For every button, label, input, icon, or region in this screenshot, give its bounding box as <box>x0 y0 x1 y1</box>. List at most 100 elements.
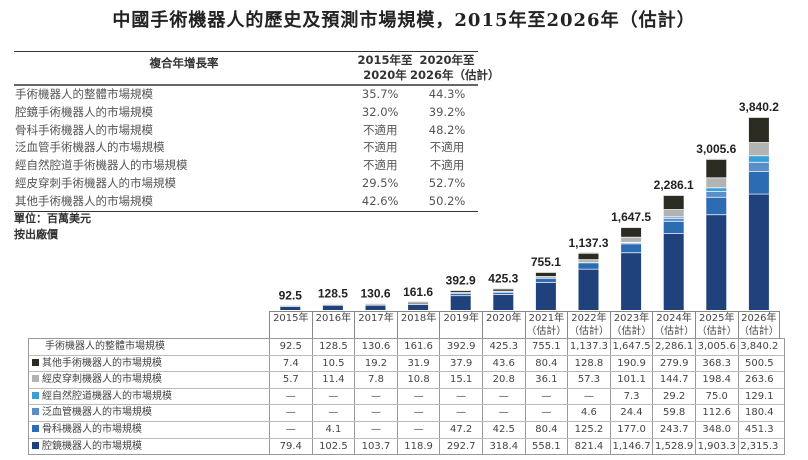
bar-segment <box>280 306 301 310</box>
table-cell: 128.5 <box>311 339 355 355</box>
segment-separator <box>493 288 514 290</box>
segment-separator <box>322 303 343 305</box>
estimate-label: （估計） <box>654 325 695 337</box>
bar-segment <box>408 301 429 304</box>
segment-separator <box>578 252 599 254</box>
segment-separator <box>578 259 599 261</box>
segment-separator <box>748 170 769 172</box>
table-cell: 24.4 <box>609 405 653 421</box>
bar-segment <box>493 293 514 310</box>
legend-swatch-icon <box>32 408 39 416</box>
table-cell: 59.8 <box>652 405 695 421</box>
legend-swatch-icon <box>32 375 39 383</box>
year-label: 2025年 <box>699 313 735 324</box>
table-cell: 4.6 <box>567 405 610 421</box>
table-cell: 10.8 <box>396 372 440 388</box>
segment-separator <box>493 290 514 292</box>
bar-segment <box>621 236 642 242</box>
legend-swatch-icon <box>32 391 39 399</box>
segment-separator <box>578 262 599 263</box>
estimate-label: （估計） <box>696 325 737 337</box>
table-cell: 101.1 <box>609 372 653 388</box>
year-label: 2024年 <box>656 313 692 324</box>
total-data-label: 425.3 <box>488 272 518 286</box>
table-cell: 57.3 <box>567 372 610 388</box>
bar-segment <box>493 291 514 294</box>
table-row: 經皮穿刺機器人的市場規模 5.7 11.4 7.8 10.8 15.1 20.8 36.1 57… <box>29 372 784 389</box>
bar-segment <box>663 195 684 210</box>
segment-separator <box>365 303 386 305</box>
cagr-row: 經皮穿刺手術機器人的市場規模 29.5% 52.7% <box>14 175 478 193</box>
total-data-label: 755.1 <box>531 255 561 269</box>
year-header-cell: 2016年 <box>311 312 355 338</box>
table-cell: 31.9 <box>396 355 440 372</box>
cagr-row-2015-2020: 不適用 <box>362 122 398 137</box>
table-cell: 11.4 <box>311 372 355 388</box>
year-header-cell: 2024年 （估計） <box>652 312 695 338</box>
bar-segment <box>706 187 727 192</box>
row-label-text: 腔鏡機器人的市場規模 <box>42 440 142 452</box>
legend-swatch-icon <box>32 441 39 449</box>
bar-segment <box>706 196 727 215</box>
table-cell: 500.5 <box>737 355 781 372</box>
bar-segment <box>621 252 642 310</box>
segment-separator <box>450 290 471 292</box>
table-cell: 1,903.3 <box>694 438 738 455</box>
segment-separator <box>706 214 727 216</box>
cagr-header-col2: 2020年至 2026年（估計） <box>410 52 500 84</box>
total-data-label: 392.9 <box>446 273 476 287</box>
table-row: 泛血管機器人的市場規模 — — — — — — —4.6 24.4 59.8 112.6 180.4 <box>29 405 784 422</box>
table-cell: — <box>311 405 355 421</box>
bar-segment <box>663 217 684 221</box>
total-data-label: 130.6 <box>360 286 390 300</box>
cagr-row: 腔鏡手術機器人的市場規模 32.0% 39.2% <box>14 104 478 122</box>
table-cell: 47.2 <box>439 421 482 438</box>
page-title: 中國手術機器人的歷史及預測市場規模，2015年至2026年（估計） <box>112 10 696 31</box>
segment-separator <box>535 281 556 283</box>
bar-segment <box>578 259 599 263</box>
table-cell: 198.4 <box>694 372 738 388</box>
table-cell: 130.6 <box>354 339 397 355</box>
segment-separator <box>706 177 727 179</box>
year-header-cell: 2019年 <box>439 312 482 338</box>
bar-segment <box>535 276 556 278</box>
segment-separator <box>621 236 642 238</box>
bar-segment <box>706 191 727 197</box>
row-label: 手術機器人的整體市場規模 <box>29 339 269 355</box>
bar-segment <box>663 209 684 217</box>
cagr-row-2015-2020: 35.7% <box>361 87 399 101</box>
table-cell: 348.0 <box>694 421 738 438</box>
bar-segment <box>748 170 769 194</box>
cagr-row-2015-2020: 32.0% <box>361 104 399 119</box>
table-cell: 318.4 <box>481 438 525 455</box>
table-cell: 112.6 <box>694 405 738 421</box>
year-header-cell: 2023年 （估計） <box>609 312 653 338</box>
segment-separator <box>663 220 684 222</box>
legend-swatch-icon <box>32 358 39 366</box>
year-header-cell: 2022年 （估計） <box>567 312 610 338</box>
segment-separator <box>748 142 769 143</box>
table-cell: 392.9 <box>439 339 482 355</box>
table-cell: 451.3 <box>737 421 781 438</box>
total-data-label: 1,137.3 <box>568 236 608 250</box>
cagr-row-label: 骨科手術機器人的市場規模 <box>15 122 153 137</box>
segment-separator <box>578 268 599 270</box>
cagr-row-2015-2020: 不適用 <box>362 158 398 173</box>
table-cell: 292.7 <box>439 438 482 455</box>
bar-segment <box>748 155 769 162</box>
table-cell: 558.1 <box>524 438 568 455</box>
table-cell: 7.3 <box>609 388 653 405</box>
table-cell: — <box>269 421 312 438</box>
total-data-label: 1,647.5 <box>611 210 651 224</box>
year-header-cell: 2021年 （估計） <box>524 312 568 338</box>
table-cell: 190.9 <box>609 355 653 372</box>
bar-segment <box>663 233 684 310</box>
segment-separator <box>493 291 514 293</box>
year-label: 2017年 <box>358 313 394 324</box>
segment-separator <box>621 241 642 243</box>
table-cell: 125.2 <box>567 421 610 438</box>
cagr-rows: 手術機器人的整體市場規模 35.7% 44.3% 腔鏡手術機器人的市場規模 32.0% 3… <box>14 86 478 211</box>
cagr-header-col1-line2: 2020年 <box>363 68 407 82</box>
segment-separator <box>706 187 727 189</box>
cagr-header-col1-line1: 2015年至 <box>357 53 413 67</box>
